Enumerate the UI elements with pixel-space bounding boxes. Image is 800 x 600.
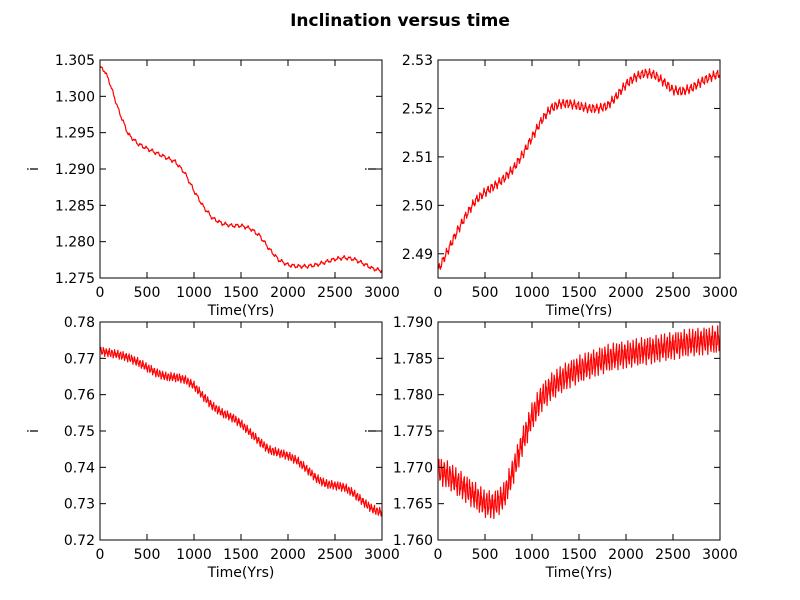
x-tick-label-top-left-0: 0 <box>96 285 105 301</box>
x-tick-label-bottom-left-3: 1500 <box>223 547 259 563</box>
y-axis-label-bottom-left: i <box>26 429 42 433</box>
y-tick-label-bottom-left-4: 0.76 <box>64 388 95 404</box>
y-axis-label-top-right: i <box>364 167 380 171</box>
y-tick-label-top-left-2: 1.285 <box>55 198 95 214</box>
x-tick-label-bottom-right-2: 1000 <box>514 547 550 563</box>
x-tick-label-bottom-right-5: 2500 <box>655 547 691 563</box>
x-tick-label-top-right-3: 1500 <box>561 285 597 301</box>
x-tick-label-bottom-right-1: 500 <box>472 547 499 563</box>
y-tick-label-bottom-left-2: 0.74 <box>64 460 95 476</box>
subplot-top-left: 0 500 1000 1500 2000 2500 3000 1.275 1.280 1.285 1… <box>26 53 400 319</box>
subplot-bottom-left: 0 500 1000 1500 2000 2500 3000 0.72 0.73 0.74 0.75… <box>26 315 400 581</box>
x-tick-label-bottom-left-6: 3000 <box>364 547 400 563</box>
y-tick-label-top-right-2: 2.51 <box>402 150 433 166</box>
series-line-top-left-0 <box>100 65 382 274</box>
x-tick-label-top-right-1: 500 <box>472 285 499 301</box>
y-tick-label-bottom-right-3: 1.775 <box>393 424 433 440</box>
x-tick-label-bottom-left-4: 2000 <box>270 547 306 563</box>
x-tick-label-top-left-2: 1000 <box>176 285 212 301</box>
y-tick-label-bottom-right-5: 1.785 <box>393 351 433 367</box>
x-tick-label-top-right-2: 1000 <box>514 285 550 301</box>
x-tick-label-bottom-right-0: 0 <box>434 547 443 563</box>
x-axis-label-bottom-right: Time(Yrs) <box>545 565 613 581</box>
x-axis-label-top-right: Time(Yrs) <box>545 303 613 319</box>
subplot-top-right: 0 500 1000 1500 2000 2500 3000 2.49 2.50 2.51 2.52… <box>364 53 738 319</box>
y-tick-label-top-left-5: 1.300 <box>55 89 95 105</box>
y-tick-label-top-left-1: 1.280 <box>55 235 95 251</box>
x-tick-label-bottom-left-0: 0 <box>96 547 105 563</box>
y-tick-label-bottom-left-6: 0.78 <box>64 315 95 331</box>
x-tick-label-bottom-right-4: 2000 <box>608 547 644 563</box>
x-tick-label-bottom-left-5: 2500 <box>317 547 353 563</box>
y-tick-label-bottom-left-3: 0.75 <box>64 424 95 440</box>
subplot-grid: 0 500 1000 1500 2000 2500 3000 1.275 1.280 1.285 1… <box>26 53 738 581</box>
x-tick-label-top-left-5: 2500 <box>317 285 353 301</box>
x-axis-label-bottom-left: Time(Yrs) <box>207 565 275 581</box>
y-tick-label-bottom-right-1: 1.765 <box>393 497 433 513</box>
y-tick-label-top-left-0: 1.275 <box>55 271 95 287</box>
figure-title: Inclination versus time <box>290 11 510 31</box>
y-tick-label-bottom-left-5: 0.77 <box>64 351 95 367</box>
y-tick-label-top-right-4: 2.53 <box>402 53 433 69</box>
series-line-bottom-left-0 <box>100 346 382 517</box>
x-tick-label-bottom-right-3: 1500 <box>561 547 597 563</box>
y-tick-label-top-right-3: 2.52 <box>402 101 433 117</box>
x-tick-label-top-left-4: 2000 <box>270 285 306 301</box>
x-tick-label-top-left-6: 3000 <box>364 285 400 301</box>
x-tick-label-top-left-1: 500 <box>134 285 161 301</box>
x-tick-label-bottom-right-6: 3000 <box>702 547 738 563</box>
x-axis-label-top-left: Time(Yrs) <box>207 303 275 319</box>
y-tick-label-top-left-6: 1.305 <box>55 53 95 69</box>
y-tick-label-bottom-right-2: 1.770 <box>393 460 433 476</box>
y-tick-label-bottom-right-4: 1.780 <box>393 388 433 404</box>
y-tick-label-top-left-3: 1.290 <box>55 162 95 178</box>
x-tick-label-top-right-5: 2500 <box>655 285 691 301</box>
x-tick-label-top-right-0: 0 <box>434 285 443 301</box>
x-tick-label-bottom-left-2: 1000 <box>176 547 212 563</box>
y-tick-label-bottom-left-0: 0.72 <box>64 533 95 549</box>
y-tick-label-bottom-right-0: 1.760 <box>393 533 433 549</box>
x-tick-label-top-left-3: 1500 <box>223 285 259 301</box>
series-line-bottom-right-0 <box>438 325 720 520</box>
x-tick-label-bottom-left-1: 500 <box>134 547 161 563</box>
series-line-top-right-0 <box>438 68 720 270</box>
subplot-bottom-right: 0 500 1000 1500 2000 2500 30001.7601.7651.7701… <box>364 315 738 581</box>
y-tick-label-bottom-right-6: 1.790 <box>393 315 433 331</box>
y-tick-label-top-right-0: 2.49 <box>402 247 433 263</box>
x-tick-label-top-right-4: 2000 <box>608 285 644 301</box>
y-axis-label-bottom-right: i <box>364 429 380 433</box>
x-tick-label-top-right-6: 3000 <box>702 285 738 301</box>
y-axis-label-top-left: i <box>26 167 42 171</box>
y-tick-label-top-left-4: 1.295 <box>55 126 95 142</box>
y-tick-label-bottom-left-1: 0.73 <box>64 497 95 513</box>
y-tick-label-top-right-1: 2.50 <box>402 198 433 214</box>
